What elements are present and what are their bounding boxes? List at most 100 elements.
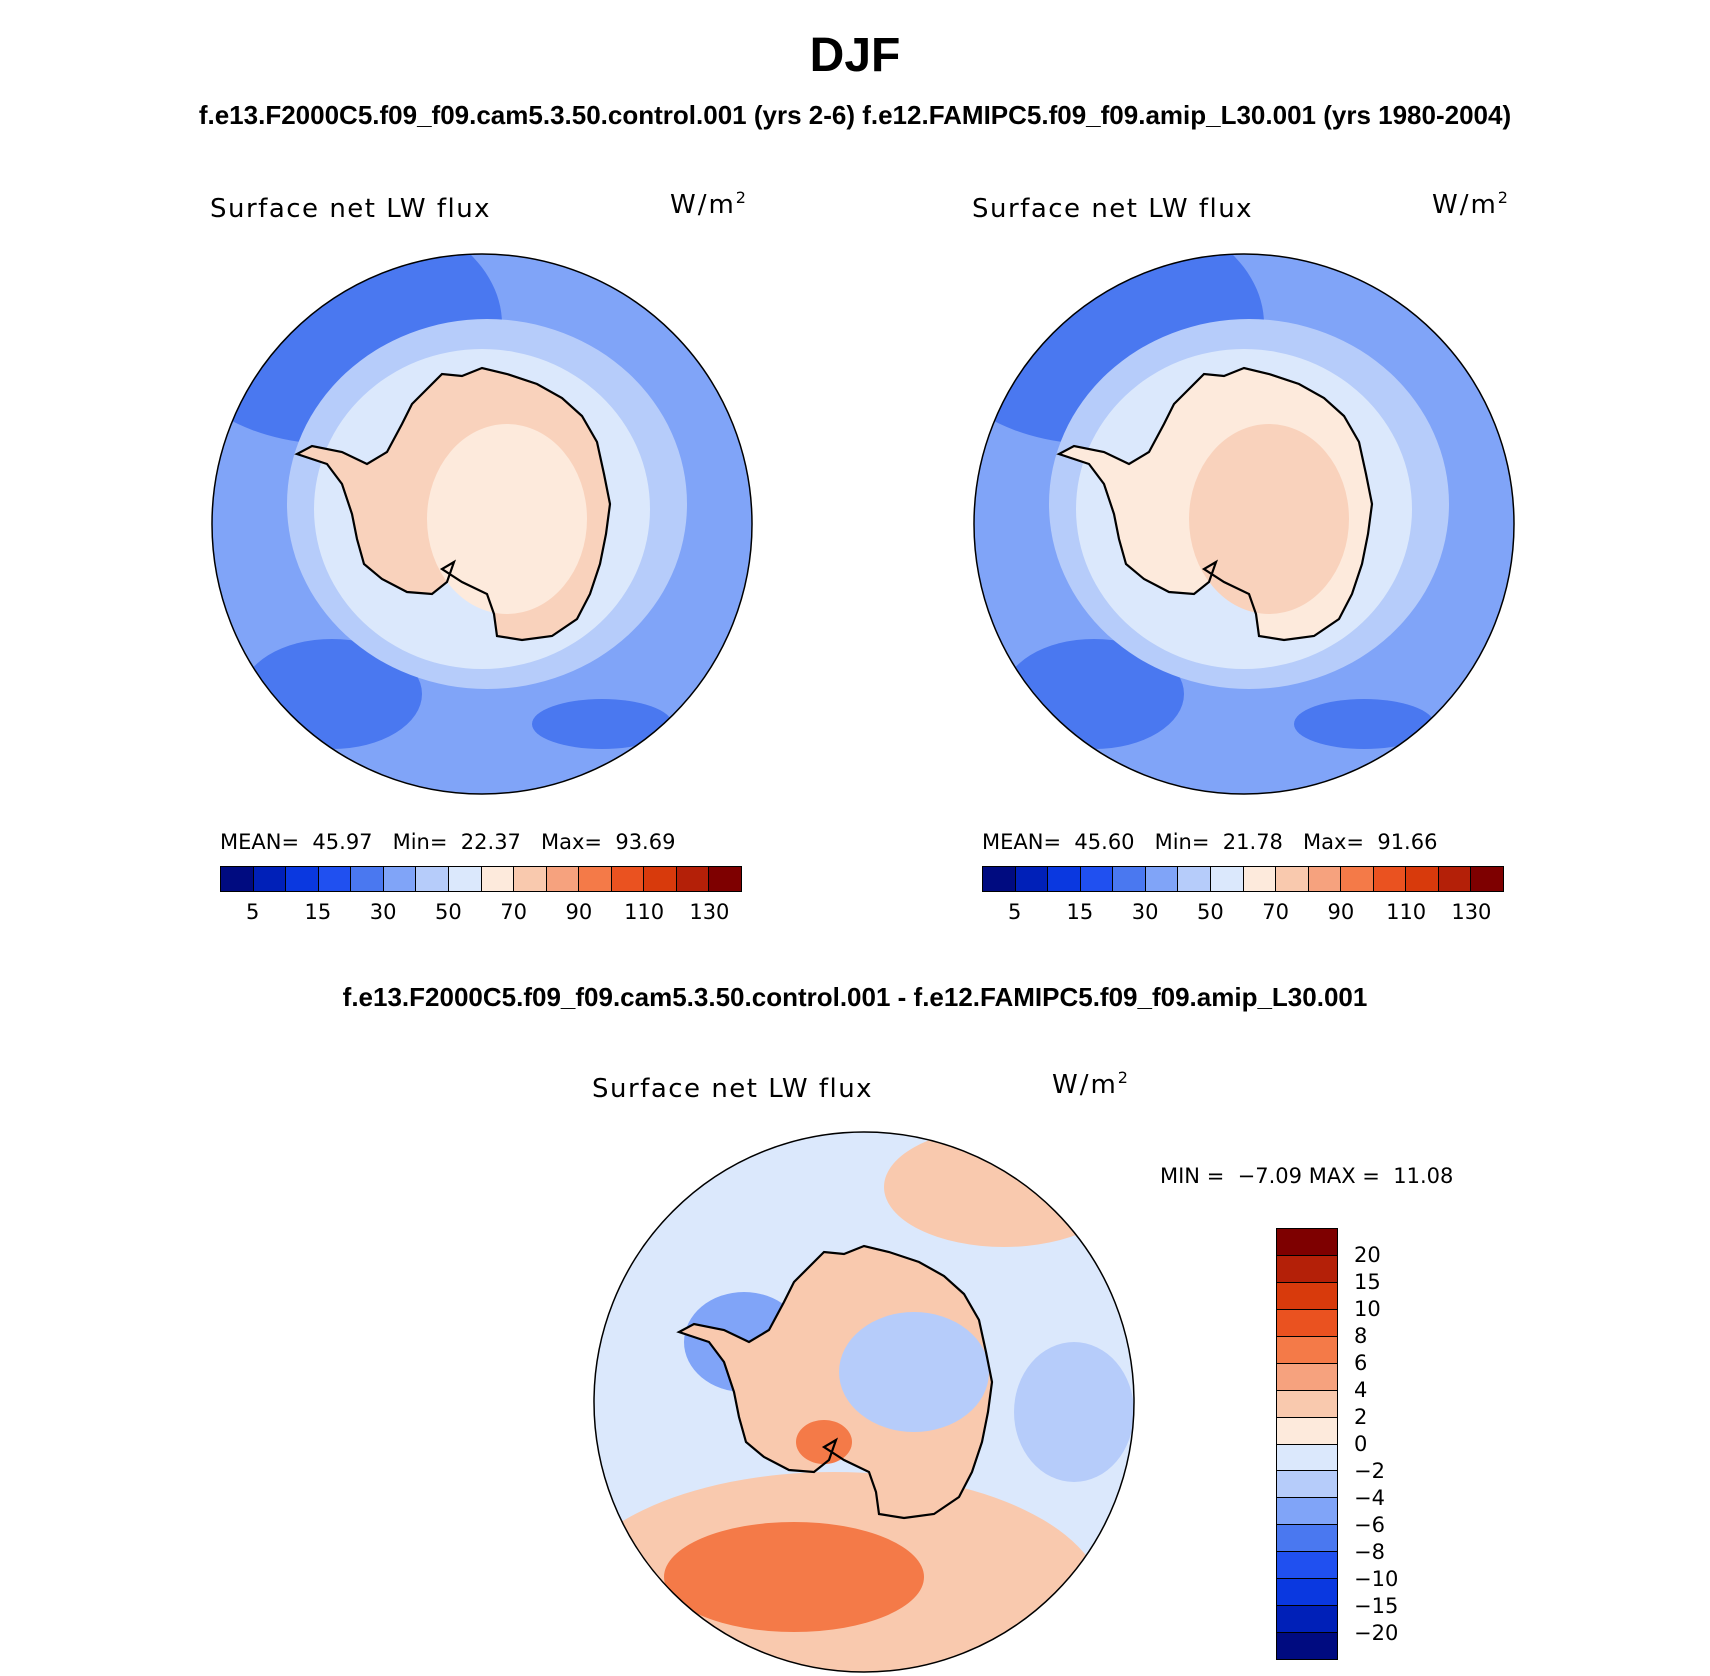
panel1-polar-map	[211, 253, 753, 795]
colorbar-box	[1277, 1336, 1337, 1364]
strong-positive-region	[664, 1522, 924, 1632]
colorbar-box	[676, 867, 710, 891]
panel2-stats: MEAN= 45.60 Min= 21.78 Max= 91.66	[982, 830, 1438, 854]
panel2-title: Surface net LW flux	[972, 194, 1254, 224]
colorbar-box	[318, 867, 352, 891]
colorbar-tick-label: 20	[1354, 1243, 1381, 1267]
colorbar-tick-label: 0	[1354, 1432, 1368, 1456]
colorbar-tick-label: 5	[1007, 900, 1022, 924]
warm-ocean-region	[532, 699, 672, 749]
colorbar-box	[1277, 1579, 1337, 1607]
panel3-units: W/m2	[1052, 1068, 1128, 1100]
plateau-region	[1189, 424, 1349, 614]
plateau-region	[427, 424, 587, 614]
colorbar-tick-label: 90	[565, 900, 593, 924]
colorbar-box	[1015, 867, 1049, 891]
colorbar-tick-label: −8	[1354, 1540, 1385, 1564]
colorbar-box	[481, 867, 515, 891]
colorbar-box	[1277, 1390, 1337, 1418]
colorbar-tick-label: 70	[500, 900, 527, 924]
panel3-colorbar-ticks: 20 15 10 8 6 4 2 0 −2 −4 −6 −8 −10 −15 −20	[1354, 1228, 1434, 1660]
panel1-colorbar	[220, 866, 742, 892]
colorbar-box	[1276, 867, 1309, 891]
colorbar-tick-label: 15	[304, 900, 332, 924]
figure-subtitle: f.e13.F2000C5.f09_f09.cam5.3.50.control.…	[198, 100, 1512, 130]
colorbar-box	[1277, 1606, 1337, 1634]
colorbar-tick-label: 2	[1354, 1405, 1368, 1429]
coastline	[294, 366, 612, 642]
colorbar-box	[1277, 1417, 1337, 1445]
panel2-colorbar-ticks: 5 15 30 50 70 90 110 130	[982, 900, 1504, 930]
warm-ocean-region	[1294, 699, 1434, 749]
colorbar-box	[1277, 1255, 1337, 1283]
colorbar-box	[644, 867, 677, 891]
colorbar-box	[1471, 867, 1503, 891]
map-field	[594, 1132, 1134, 1672]
panel1-units: W/m2	[670, 188, 746, 220]
colorbar-box	[1438, 867, 1472, 891]
colorbar-box	[383, 867, 417, 891]
colorbar-box	[1277, 1471, 1337, 1499]
panel3-colorbar	[1276, 1228, 1338, 1660]
diff-subtitle: f.e13.F2000C5.f09_f09.cam5.3.50.control.…	[342, 982, 1368, 1012]
panel2-colorbar	[982, 866, 1504, 892]
colorbar-box	[1277, 1444, 1337, 1472]
colorbar-box	[1277, 1525, 1337, 1553]
map-boundary	[211, 253, 753, 795]
colorbar-tick-label: 30	[369, 900, 397, 924]
figure-season-title: DJF	[809, 29, 901, 82]
colorbar-box	[546, 867, 580, 891]
colorbar-tick-label: 70	[1262, 900, 1289, 924]
coastline	[1056, 366, 1374, 642]
negative-region	[839, 1312, 989, 1432]
colorbar-tick-label: −6	[1354, 1513, 1385, 1537]
colorbar-box	[1277, 1282, 1337, 1310]
panel3-polar-map	[593, 1131, 1135, 1673]
negative-region	[1014, 1342, 1134, 1482]
panel3-title: Surface net LW flux	[592, 1074, 874, 1104]
colorbar-tick-label: −4	[1354, 1486, 1385, 1510]
colorbar-box	[983, 867, 1016, 891]
panel1-stats: MEAN= 45.97 Min= 22.37 Max= 93.69	[220, 830, 676, 854]
colorbar-box	[579, 867, 612, 891]
colorbar-box	[1373, 867, 1407, 891]
colorbar-box	[1145, 867, 1179, 891]
colorbar-box	[1210, 867, 1244, 891]
strong-positive-region	[796, 1420, 852, 1464]
colorbar-box	[253, 867, 287, 891]
colorbar-box	[1341, 867, 1374, 891]
colorbar-tick-label: 10	[1354, 1297, 1381, 1321]
colorbar-tick-label: −20	[1354, 1621, 1399, 1645]
colorbar-tick-label: −15	[1354, 1594, 1399, 1618]
colorbar-tick-label: 6	[1354, 1351, 1368, 1375]
colorbar-box	[448, 867, 482, 891]
panel2-units: W/m2	[1432, 188, 1508, 220]
colorbar-tick-label: 110	[1386, 900, 1427, 924]
colorbar-tick-label: 5	[245, 900, 260, 924]
colorbar-box	[221, 867, 254, 891]
colorbar-box	[514, 867, 547, 891]
colorbar-tick-label: 50	[435, 900, 462, 924]
colorbar-tick-label: 130	[1451, 900, 1492, 924]
colorbar-tick-label: 4	[1354, 1378, 1368, 1402]
colorbar-box	[611, 867, 645, 891]
panel1-title: Surface net LW flux	[210, 194, 492, 224]
colorbar-box	[1277, 1552, 1337, 1580]
colorbar-box	[1113, 867, 1146, 891]
colorbar-tick-label: 50	[1197, 900, 1224, 924]
colorbar-tick-label: 8	[1354, 1324, 1368, 1348]
colorbar-box	[1178, 867, 1211, 891]
panel1-colorbar-ticks: 5 15 30 50 70 90 110 130	[220, 900, 742, 930]
colorbar-tick-label: 90	[1327, 900, 1355, 924]
coastline	[676, 1244, 994, 1520]
colorbar-box	[1277, 1633, 1337, 1659]
colorbar-box	[351, 867, 384, 891]
colorbar-box	[1048, 867, 1081, 891]
colorbar-box	[1277, 1229, 1337, 1256]
positive-region	[884, 1132, 1124, 1247]
colorbar-tick-label: 130	[689, 900, 730, 924]
colorbar-box	[1277, 1309, 1337, 1337]
panel2-polar-map	[973, 253, 1515, 795]
map-boundary	[973, 253, 1515, 795]
colorbar-box	[709, 867, 741, 891]
